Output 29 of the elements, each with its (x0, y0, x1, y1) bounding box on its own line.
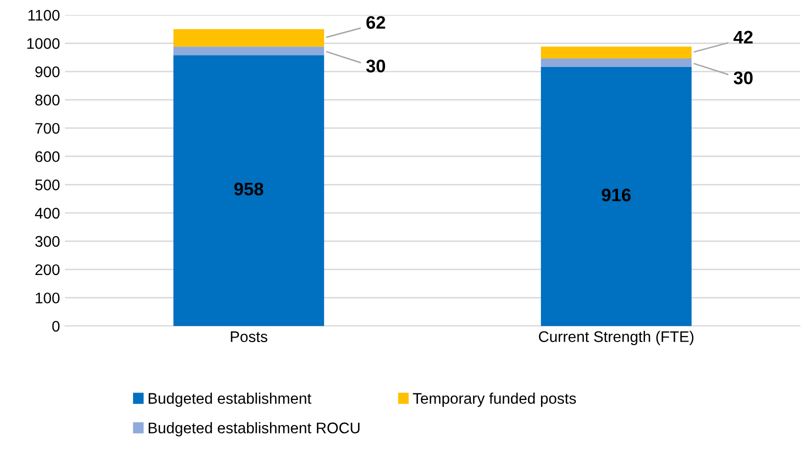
y-tick-label: 600 (35, 151, 60, 162)
bar (540, 58, 692, 68)
data-label: 30 (366, 60, 386, 72)
y-tick-label: 1000 (27, 38, 60, 49)
bar (540, 46, 692, 59)
x-tick-label: Posts (230, 331, 268, 342)
data-label: 958 (234, 182, 264, 196)
bar (173, 29, 324, 47)
y-tick-label: 900 (35, 66, 60, 78)
y-tick-label: 0 (52, 320, 60, 332)
data-label: 916 (602, 188, 631, 202)
data-label: 42 (734, 30, 753, 44)
y-tick-label: 400 (35, 208, 60, 219)
legend-label: Budgeted establishment (148, 392, 312, 407)
x-tick-label: Current Strength (FTE) (538, 330, 694, 346)
bar (540, 67, 692, 326)
y-tick-label: 100 (36, 292, 60, 304)
y-tick-label: 300 (35, 236, 60, 247)
legend-label: Temporary funded posts (412, 392, 576, 407)
data-label: 62 (366, 16, 386, 29)
legend-label: Budgeted establishment ROCU (148, 422, 360, 436)
y-tick-label: 800 (35, 94, 60, 106)
data-label: 30 (734, 72, 753, 84)
bar (173, 46, 324, 56)
y-tick-label: 200 (35, 264, 60, 276)
y-tick-label: 500 (35, 180, 60, 190)
bar (173, 55, 324, 326)
y-tick-label: 700 (35, 122, 60, 134)
y-tick-label: 1100 (28, 10, 60, 21)
